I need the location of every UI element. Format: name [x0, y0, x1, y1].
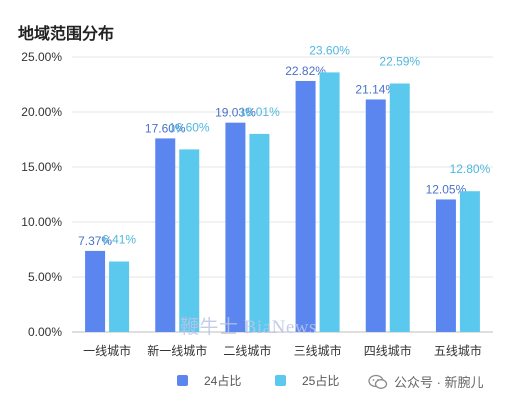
data-label: 18.01%: [239, 105, 280, 119]
bar-24: [225, 122, 246, 332]
y-tick-label: 5.00%: [28, 270, 62, 284]
bar-24: [155, 138, 176, 332]
bar-25: [459, 191, 480, 332]
legend-label-25: 25占比: [302, 374, 340, 388]
wechat-credit: 公众号 · 新腕儿: [368, 372, 484, 391]
data-label: 16.60%: [169, 120, 210, 134]
bar-25: [109, 261, 130, 332]
bar-24: [295, 80, 316, 332]
legend-swatch-25: [275, 375, 286, 386]
y-tick-label: 25.00%: [21, 50, 62, 64]
wechat-icon: [368, 374, 388, 389]
bar-24: [435, 199, 456, 332]
data-label: 7.37%: [78, 234, 112, 248]
data-label: 6.41%: [102, 232, 136, 246]
x-tick-label: 三线城市: [294, 343, 342, 358]
bar-24: [85, 250, 106, 332]
legend-item-25[interactable]: 25占比: [275, 372, 339, 389]
legend-label-24: 24占比: [204, 374, 242, 388]
y-tick-label: 0.00%: [28, 325, 62, 339]
y-tick-label: 15.00%: [21, 160, 62, 174]
bar-25: [319, 72, 340, 333]
x-tick-label: 新一线城市: [147, 343, 207, 358]
chart-title: 地域范围分布: [18, 26, 115, 43]
data-label: 22.59%: [379, 55, 420, 69]
bar-24: [365, 99, 386, 333]
bar-25: [389, 83, 410, 332]
data-label: 19.03%: [215, 106, 256, 120]
data-label: 22.82%: [285, 64, 326, 78]
x-tick-label: 四线城市: [364, 343, 412, 358]
x-tick-label: 一线城市: [83, 343, 131, 358]
x-tick-label: 二线城市: [223, 343, 271, 358]
data-label: 12.80%: [450, 162, 491, 176]
watermark: 鞭牛士 BiaNews: [180, 317, 317, 338]
data-label: 21.14%: [355, 82, 396, 96]
data-label: 12.05%: [426, 182, 467, 196]
legend-item-24[interactable]: 24占比: [177, 372, 241, 389]
bar-25: [179, 149, 200, 332]
legend: 24占比 25占比: [0, 372, 513, 392]
legend-swatch-24: [177, 375, 188, 386]
data-label: 23.60%: [309, 43, 350, 57]
bar-25: [249, 133, 270, 332]
data-label: 17.60%: [145, 121, 186, 135]
y-tick-label: 20.00%: [21, 105, 62, 119]
x-tick-label: 五线城市: [434, 343, 482, 358]
wechat-label: 公众号 · 新腕儿: [394, 375, 484, 390]
y-tick-label: 10.00%: [21, 215, 62, 229]
